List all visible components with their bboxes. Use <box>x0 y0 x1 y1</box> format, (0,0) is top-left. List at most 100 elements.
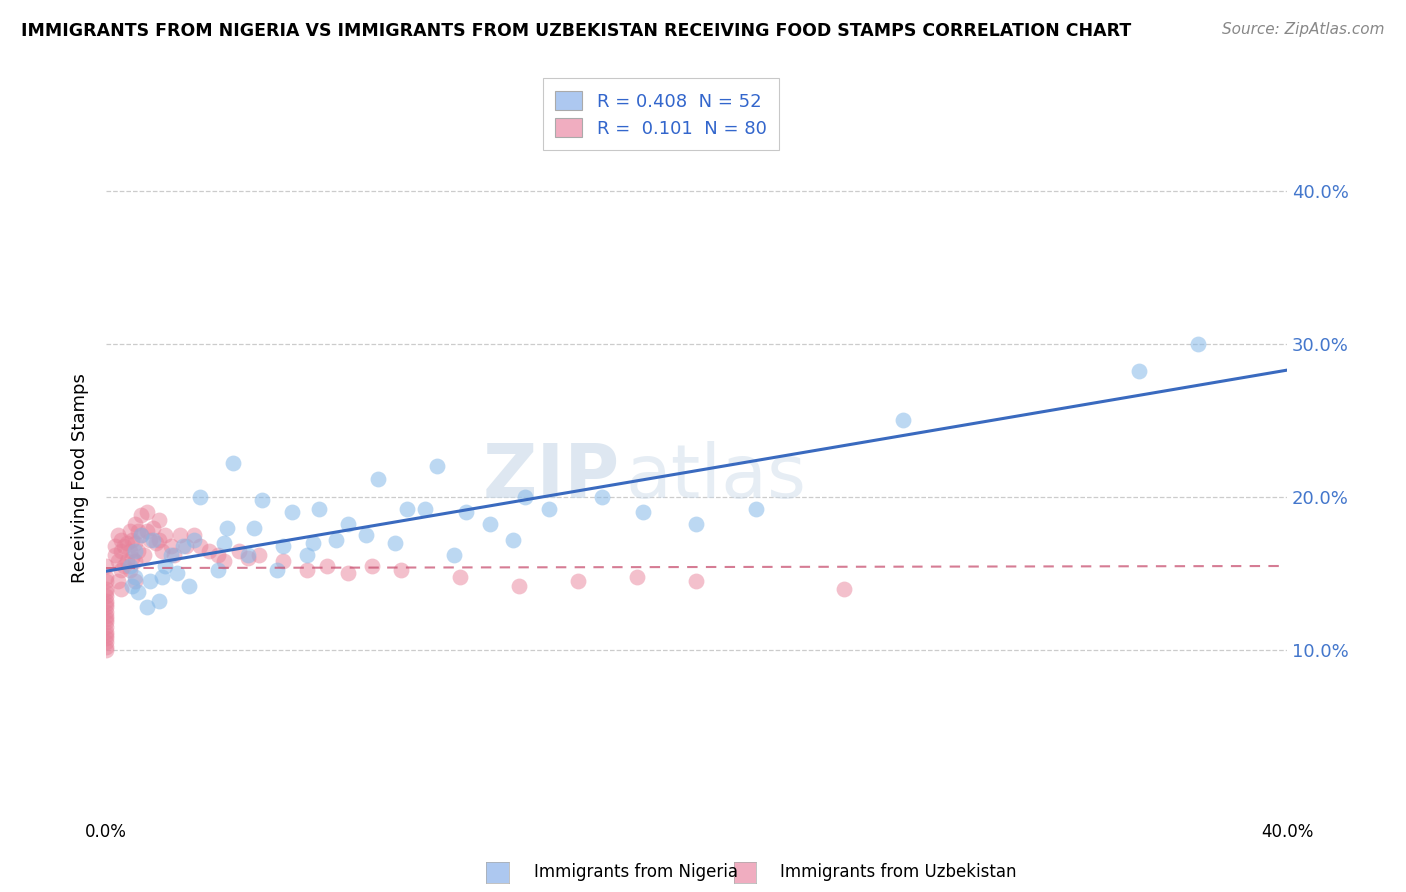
Point <box>222 456 245 470</box>
Text: Immigrants from Uzbekistan: Immigrants from Uzbekistan <box>780 863 1017 881</box>
Point <box>131 508 153 523</box>
Point <box>502 533 524 547</box>
Point <box>121 533 143 547</box>
Point <box>142 533 165 547</box>
Point <box>94 615 117 630</box>
Point <box>384 536 406 550</box>
Point <box>124 517 146 532</box>
Point <box>136 524 159 538</box>
Point <box>94 574 117 588</box>
Point <box>198 543 221 558</box>
Point <box>633 505 655 519</box>
Point <box>1187 336 1209 351</box>
Point <box>166 566 188 581</box>
Point <box>207 548 229 562</box>
Point <box>107 574 129 588</box>
Point <box>94 597 117 611</box>
Point <box>110 582 132 596</box>
Point <box>626 569 648 583</box>
Point <box>591 490 613 504</box>
Point <box>183 528 205 542</box>
Point <box>139 533 162 547</box>
Point <box>121 551 143 566</box>
Point <box>110 533 132 547</box>
Point <box>685 517 707 532</box>
Point <box>249 548 271 562</box>
Point <box>396 502 419 516</box>
Point <box>389 563 412 577</box>
Point <box>567 574 589 588</box>
Point <box>142 520 165 534</box>
Point <box>104 539 127 553</box>
Point <box>134 548 156 562</box>
Point <box>449 569 471 583</box>
Text: Immigrants from Nigeria: Immigrants from Nigeria <box>534 863 738 881</box>
Point <box>124 543 146 558</box>
Point <box>145 536 167 550</box>
Point <box>104 548 127 562</box>
Point <box>832 582 855 596</box>
Point <box>124 536 146 550</box>
Point <box>212 536 235 550</box>
Point <box>153 528 176 542</box>
Point <box>121 579 143 593</box>
Point <box>354 528 377 542</box>
Point <box>124 554 146 568</box>
Point <box>478 517 501 532</box>
Text: atlas: atlas <box>626 442 807 515</box>
Point <box>153 558 176 573</box>
Point <box>94 631 117 645</box>
Point <box>242 520 264 534</box>
Point <box>150 543 173 558</box>
Point <box>183 533 205 547</box>
Point <box>94 600 117 615</box>
Point <box>308 502 330 516</box>
Point <box>443 548 465 562</box>
Point <box>271 554 294 568</box>
Point <box>118 543 141 558</box>
Point <box>124 574 146 588</box>
Point <box>515 490 537 504</box>
Point <box>207 563 229 577</box>
Point <box>160 539 183 553</box>
Point <box>115 536 138 550</box>
Point <box>136 505 159 519</box>
Point <box>744 502 766 516</box>
Point <box>508 579 530 593</box>
Text: IMMIGRANTS FROM NIGERIA VS IMMIGRANTS FROM UZBEKISTAN RECEIVING FOOD STAMPS CORR: IMMIGRANTS FROM NIGERIA VS IMMIGRANTS FR… <box>21 22 1132 40</box>
Point <box>295 563 318 577</box>
Point <box>150 569 173 583</box>
Point <box>94 628 117 642</box>
Point <box>172 539 194 553</box>
Point <box>94 624 117 639</box>
Text: Source: ZipAtlas.com: Source: ZipAtlas.com <box>1222 22 1385 37</box>
Point <box>118 563 141 577</box>
Point <box>266 563 288 577</box>
Point <box>252 493 274 508</box>
Point <box>131 528 153 542</box>
Point <box>325 533 347 547</box>
Point <box>112 558 135 573</box>
Point <box>94 612 117 626</box>
Point <box>107 528 129 542</box>
Point <box>94 582 117 596</box>
Point <box>281 505 304 519</box>
Point <box>337 517 360 532</box>
Point <box>148 594 170 608</box>
Point <box>413 502 436 516</box>
Point <box>295 548 318 562</box>
Point <box>94 643 117 657</box>
Point <box>136 600 159 615</box>
Point <box>148 513 170 527</box>
Point <box>337 566 360 581</box>
Point <box>94 605 117 619</box>
Point <box>456 505 478 519</box>
Point <box>316 558 339 573</box>
Point <box>236 548 259 562</box>
Point <box>685 574 707 588</box>
Point <box>127 585 149 599</box>
Point <box>163 548 186 562</box>
Point <box>110 563 132 577</box>
Point <box>94 620 117 634</box>
Point <box>212 554 235 568</box>
